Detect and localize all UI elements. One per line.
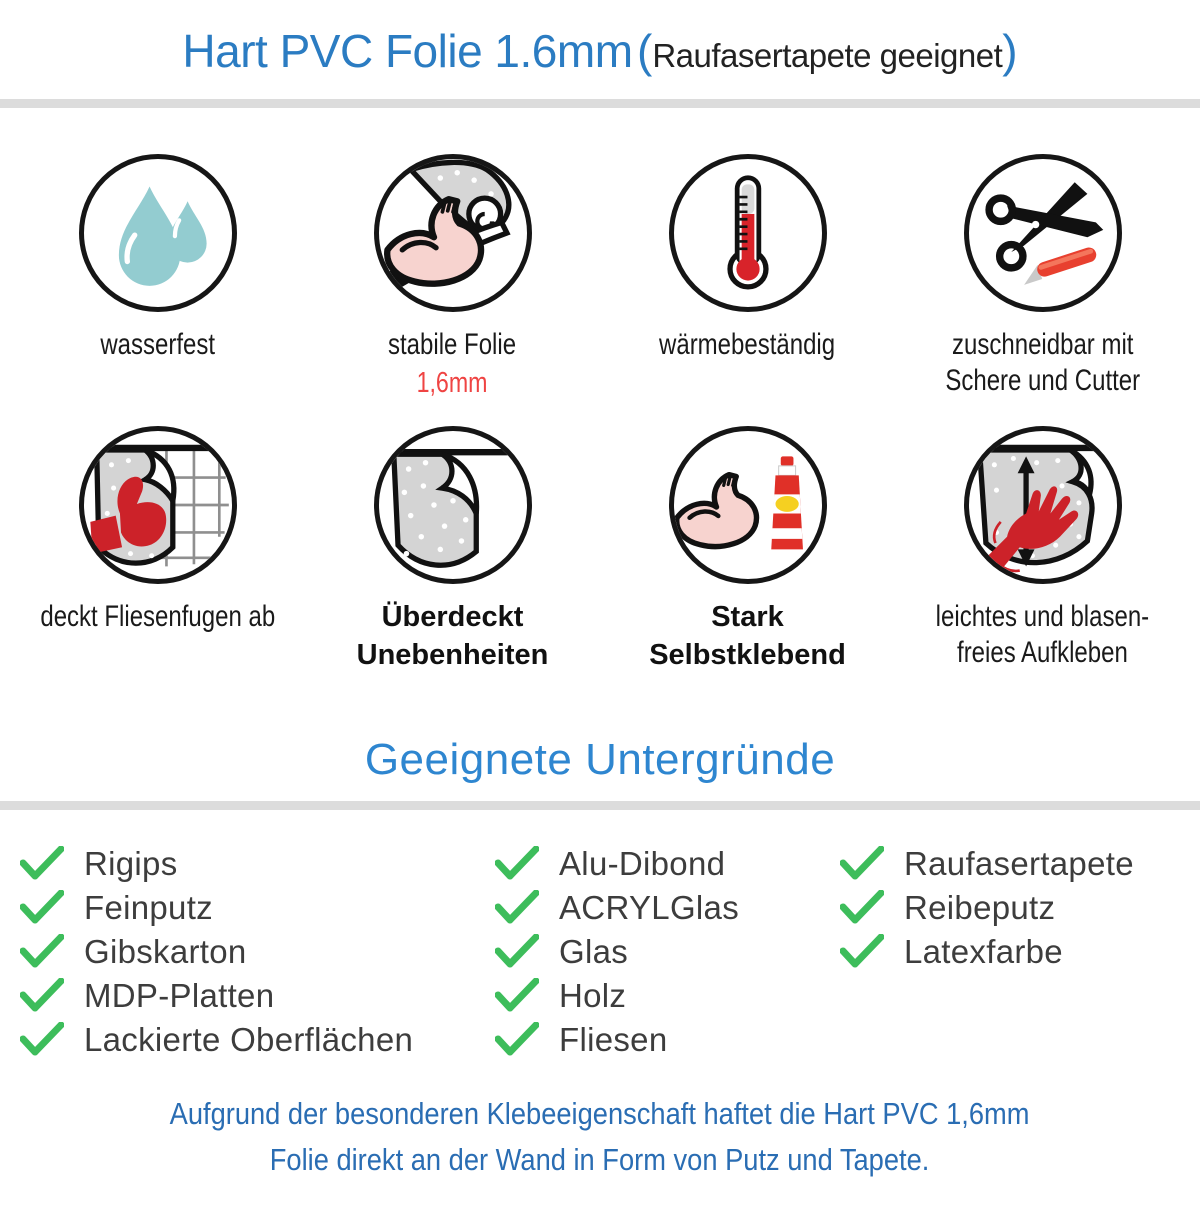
surfaces-column-2: Alu-Dibond ACRYLGlas Glas Holz Fliesen [495,846,840,1057]
surfaces-column-1: Rigips Feinputz Gibskarton MDP-Platten L… [20,846,495,1057]
list-item: Alu-Dibond [495,846,840,881]
divider-top [0,98,1200,108]
feature-selbstklebend: Stark Selbstklebend [600,426,895,674]
feature-caption-line2: Selbstklebend [649,639,846,672]
check-icon [20,978,64,1012]
thermometer-icon [726,174,769,290]
list-item: Gibskarton [20,934,495,969]
check-icon [495,890,539,924]
divider-section [0,800,1200,810]
check-icon [840,934,884,968]
list-item: ACRYLGlas [495,890,840,925]
feature-caption-line2: Unebenheiten [356,639,549,672]
check-icon [20,846,64,880]
surfaces-list: Rigips Feinputz Gibskarton MDP-Platten L… [20,846,1180,1057]
hand-smoothing-foil-icon [974,445,1111,573]
feature-stabile-folie: stabile Folie 1,6mm [305,153,600,401]
feature-wasserfest: wasserfest [10,153,305,401]
feature-caption: Stark [711,601,784,634]
feature-caption: wasserfest [100,327,215,361]
section-title: Geeignete Untergründe [364,734,836,784]
check-icon [495,1022,539,1056]
page-title-main: Hart PVC Folie 1.6mm [182,25,633,77]
check-icon [20,934,64,968]
feature-caption-line2: Schere und Cutter [945,363,1140,397]
paren-close: ) [1002,25,1018,77]
list-item: Latexfarbe [840,934,1180,969]
footer-note: Aufgrund der besonderen Klebeeigenschaft… [0,1091,1200,1184]
feature-caption: wärmebeständig [659,327,836,361]
check-icon [840,890,884,924]
check-icon [840,846,884,880]
footer-line2: Folie direkt an der Wand in Form von Put… [270,1142,930,1178]
feature-grid: wasserfest stabile Folie 1,6mm [10,153,1190,675]
thumbs-up-tiles-icon [87,445,229,567]
muscle-glue-tube-icon [673,456,803,550]
page-title-sub: Raufasertapete geeignet [652,37,1003,74]
list-item: MDP-Platten [20,978,495,1013]
list-item: Raufasertapete [840,846,1180,881]
paren-open: ( [636,25,653,77]
feature-zuschneidbar: zuschneidbar mit Schere und Cutter [895,153,1190,401]
thickness-note: 1,6mm [417,366,488,399]
list-item: Glas [495,934,840,969]
list-item: Rigips [20,846,495,881]
feature-caption: deckt Fliesenfugen ab [40,600,275,634]
feature-fliesenfugen: deckt Fliesenfugen ab [10,426,305,674]
feature-caption: stabile Folie [388,327,517,361]
list-item: Fliesen [495,1022,840,1057]
feature-waermebestaendig: wärmebeständig [600,153,895,401]
list-item: Lackierte Oberflächen [20,1022,495,1057]
list-item: Reibeputz [840,890,1180,925]
muscle-arm-foil-icon [383,159,511,287]
surfaces-column-3: Raufasertapete Reibeputz Latexfarbe [840,846,1180,1057]
feature-caption: leichtes und blasen- [935,600,1150,634]
scissors-cutter-icon [984,181,1103,285]
list-item: Feinputz [20,890,495,925]
check-icon [495,978,539,1012]
check-icon [20,1022,64,1056]
feature-caption: zuschneidbar mit [951,327,1134,361]
page-title: Hart PVC Folie 1.6mm (Raufasertapete gee… [0,26,1200,77]
feature-caption-line2: freies Aufkleben [957,636,1128,670]
foil-fold-icon [384,449,521,569]
feature-aufkleben: leichtes und blasen- freies Aufkleben [895,426,1190,674]
feature-ueberdeckt: Überdeckt Unebenheiten [305,426,600,674]
check-icon [495,934,539,968]
check-icon [495,846,539,880]
footer-line1: Aufgrund der besonderen Klebeeigenschaft… [170,1095,1030,1131]
feature-caption: Überdeckt [381,601,524,634]
list-item: Holz [495,978,840,1013]
water-drops-icon [118,186,207,286]
check-icon [20,890,64,924]
